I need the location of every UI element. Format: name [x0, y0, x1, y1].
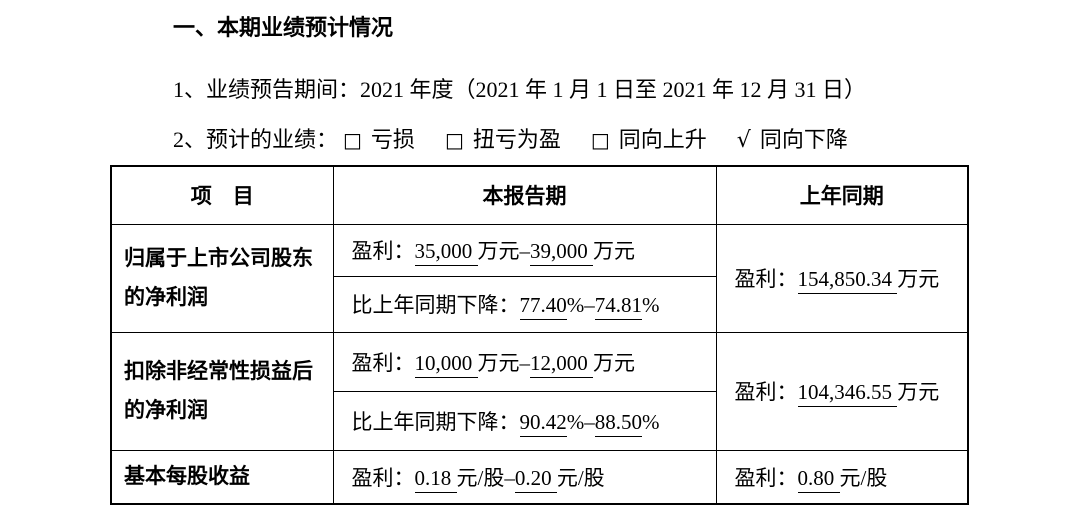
row2-yoy-decline-cell: 比上年同期下降：90.42%–88.50% [332, 390, 717, 451]
unit-suffix: 元/股 [839, 465, 888, 490]
checkbox-unchecked-icon: □ [444, 128, 464, 152]
decline-prefix: 比上年同期下降： [351, 293, 520, 317]
unit-suffix: 元/股 [556, 465, 605, 490]
unit-and-dash: 万元– [477, 239, 531, 263]
decline-high-value: 88.50 [594, 409, 642, 437]
table-header-row: 项 目 本报告期 上年同期 [110, 165, 969, 225]
profit-high-value: 12,000 [530, 350, 593, 378]
row1-current-profit-range-cell: 盈利：35,000 万元–39,000 万元 [332, 223, 717, 277]
header-current-period: 本报告期 [332, 165, 717, 225]
checkbox-unchecked-icon: □ [590, 128, 610, 152]
percent-and-dash: %– [566, 409, 595, 434]
profit-prefix: 盈利： [734, 380, 798, 404]
checkmark-icon: √ [736, 128, 751, 153]
row3-prior-eps-cell: 盈利：0.80 元/股 [715, 449, 969, 505]
decline-low-value: 77.40 [519, 293, 567, 320]
unit-and-dash: 万元– [477, 350, 531, 375]
unit-suffix: 万元 [593, 350, 635, 375]
row3-current-eps-range-cell: 盈利：0.18 元/股–0.20 元/股 [332, 449, 717, 505]
prior-eps-value: 0.80 [797, 465, 840, 493]
option-turnaround-label: 扭亏为盈 [472, 127, 561, 152]
option-loss: □ 亏损 [343, 127, 415, 152]
header-prior-year-period: 上年同期 [715, 165, 969, 225]
option-turnaround: □ 扭亏为盈 [445, 127, 561, 152]
profit-high-value: 39,000 [530, 239, 593, 266]
decline-high-value: 74.81 [594, 293, 642, 320]
row1-prior-profit-cell: 盈利：154,850.34 万元 [715, 223, 969, 333]
option-decrease: √ 同向下降 [736, 127, 848, 153]
option-increase-label: 同向上升 [618, 127, 707, 152]
profit-prefix: 盈利： [351, 465, 415, 490]
row1-yoy-decline-cell: 比上年同期下降：77.40%–74.81% [332, 275, 717, 333]
section-title: 一、本期业绩预计情况 [173, 15, 394, 40]
percent-and-dash: %– [566, 293, 595, 317]
eps-low-value: 0.18 [414, 465, 457, 493]
row2-prior-profit-cell: 盈利：104,346.55 万元 [715, 331, 969, 451]
row3-item-label: 基本每股收益 [110, 449, 334, 505]
profit-prefix: 盈利： [351, 239, 415, 263]
prior-profit-value: 104,346.55 [797, 380, 898, 407]
forecast-type-prefix: 2、预计的业绩： [173, 127, 339, 152]
option-loss-label: 亏损 [370, 127, 415, 152]
decline-low-value: 90.42 [519, 409, 567, 437]
performance-forecast-table: 项 目 本报告期 上年同期 归属于上市公司股东的净利润 盈利：35,000 万元… [110, 165, 969, 505]
table-row: 比上年同期下降：90.42%–88.50% [111, 390, 968, 451]
unit-suffix: 万元 [897, 267, 940, 291]
profit-low-value: 35,000 [414, 239, 478, 266]
table-row: 归属于上市公司股东的净利润 盈利：35,000 万元–39,000 万元 盈利：… [110, 223, 969, 333]
unit-suffix: 万元 [593, 239, 635, 263]
table-row: 扣除非经常性损益后的净利润 盈利：10,000 万元–12,000 万元 盈利：… [110, 331, 969, 451]
decline-prefix: 比上年同期下降： [351, 409, 520, 434]
option-decrease-label: 同向下降 [759, 127, 848, 152]
row2-item-label: 扣除非经常性损益后的净利润 [110, 331, 334, 451]
profit-prefix: 盈利： [734, 465, 798, 490]
forecast-type-line: 2、预计的业绩： □ 亏损 □ 扭亏为盈 □ 同向上升 √ 同向下降 [173, 122, 848, 154]
prior-profit-value: 154,850.34 [797, 267, 898, 294]
profit-prefix: 盈利： [734, 267, 798, 291]
table-row: 基本每股收益 盈利：0.18 元/股–0.20 元/股 盈利：0.80 元/股 [110, 449, 969, 505]
percent-suffix: % [642, 409, 660, 434]
profit-prefix: 盈利： [351, 350, 415, 375]
table-row: 比上年同期下降：77.40%–74.81% [111, 275, 968, 333]
profit-low-value: 10,000 [414, 350, 478, 378]
row1-item-label: 归属于上市公司股东的净利润 [110, 223, 334, 333]
unit-suffix: 万元 [897, 380, 940, 404]
forecast-period-line: 1、业绩预告期间：2021 年度（2021 年 1 月 1 日至 2021 年 … [173, 77, 867, 102]
eps-high-value: 0.20 [514, 465, 557, 493]
checkbox-unchecked-icon: □ [343, 128, 362, 152]
option-increase: □ 同向上升 [591, 127, 707, 152]
percent-suffix: % [642, 293, 660, 317]
header-item: 项 目 [110, 165, 334, 225]
unit-and-dash: 元/股– [456, 465, 515, 490]
row2-current-profit-range-cell: 盈利：10,000 万元–12,000 万元 [332, 331, 717, 392]
